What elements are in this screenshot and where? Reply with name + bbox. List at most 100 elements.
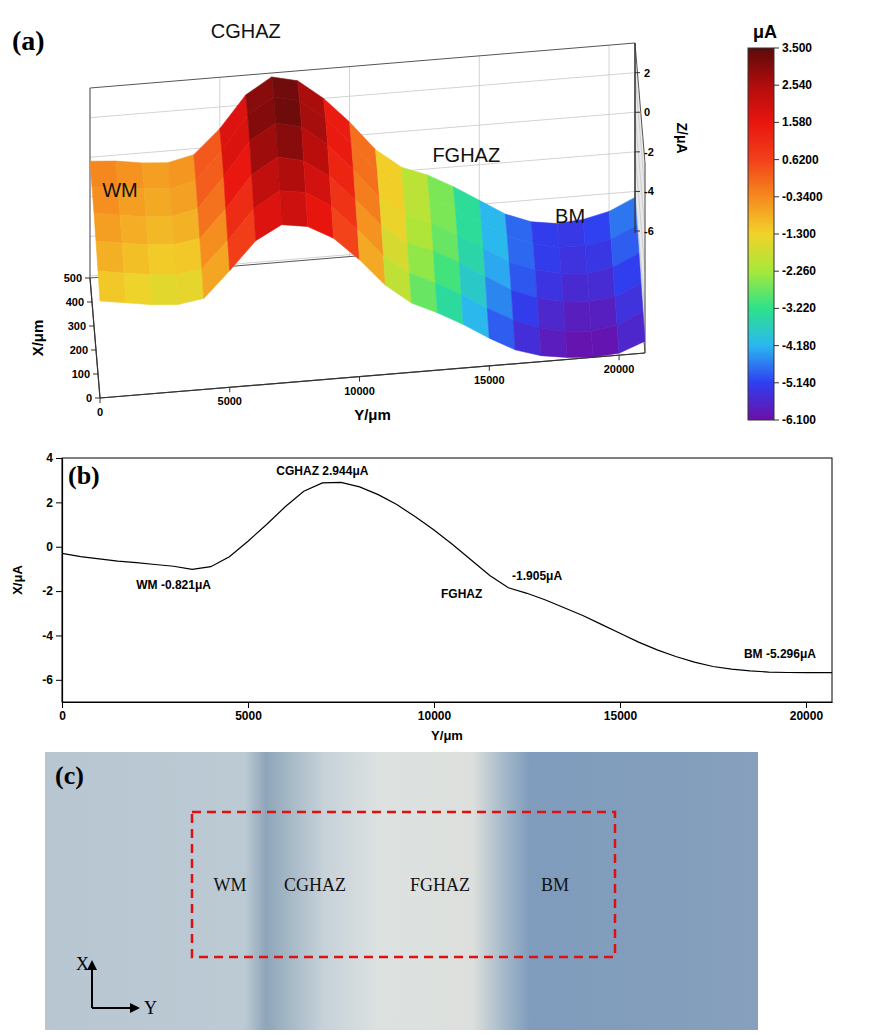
axis-label: Y <box>144 998 157 1018</box>
axis-line <box>62 459 63 703</box>
region-label: BM <box>541 875 569 895</box>
tick-label: 0 <box>46 540 53 554</box>
surface-cell <box>332 206 360 260</box>
surface-cell <box>617 311 645 353</box>
axis: 0 5000 10000 15000 20000 <box>59 702 832 723</box>
tick <box>774 420 779 421</box>
tick <box>635 191 640 192</box>
figure: (a)05000100001500020000Y/μm0100200300400… <box>0 0 871 1035</box>
panel-c: WMCGHAZFGHAZBM(c)XY <box>45 752 758 1030</box>
tick: 4 <box>46 451 62 465</box>
tick-mark <box>434 702 435 708</box>
tick <box>635 231 640 232</box>
axis-title: Y/μm <box>431 728 463 743</box>
tick-label: 5000 <box>218 395 242 407</box>
tick: 0 <box>59 702 66 723</box>
tick-label: 0 <box>97 406 103 418</box>
axis-line <box>100 353 645 398</box>
tick-label: -4 <box>644 185 655 197</box>
tick <box>619 355 620 360</box>
tick <box>774 196 779 197</box>
tick: 20000 <box>790 702 824 723</box>
panel-label: (c) <box>55 761 84 790</box>
region-label: WM <box>214 875 247 895</box>
tick: 10000 <box>418 702 452 723</box>
tick <box>774 122 779 123</box>
surface-cell <box>202 241 230 299</box>
tick-label: 0.6200 <box>782 153 819 167</box>
region-label: CGHAZ <box>284 875 346 895</box>
surface-cell <box>142 163 170 189</box>
tick: -2 <box>42 584 62 598</box>
axis-label: X <box>76 954 89 974</box>
axis-line <box>634 43 635 233</box>
plot-area <box>62 482 832 672</box>
panel-a: (a)05000100001500020000Y/μm0100200300400… <box>12 20 823 427</box>
annotation: CGHAZ 2.944μA <box>276 464 368 478</box>
surface-cell <box>274 97 302 127</box>
photo <box>45 752 758 1030</box>
annotations: WM -0.821μACGHAZ 2.944μAFGHAZ-1.905μABM … <box>136 464 816 661</box>
surface-cell <box>176 268 204 304</box>
tick-mark <box>620 702 621 708</box>
tick-label: 5000 <box>235 709 262 723</box>
tick-label: -2 <box>42 584 53 598</box>
tick-label: 2 <box>644 67 650 79</box>
tick <box>774 85 779 86</box>
grid-line <box>635 43 636 233</box>
tick-mark <box>248 702 249 708</box>
tick-label: -3.220 <box>782 301 816 315</box>
arrow-head <box>130 1003 140 1013</box>
tick-mark <box>56 591 62 592</box>
grid-line <box>609 45 610 235</box>
grid <box>90 43 645 353</box>
surface-cell <box>276 123 304 161</box>
axis-line <box>90 278 100 398</box>
panel-label: (b) <box>68 461 100 490</box>
tick: 15000 <box>604 702 638 723</box>
tick-label: -4.180 <box>782 339 816 353</box>
axis-line <box>90 278 100 398</box>
surface-cell <box>228 209 256 271</box>
annotation: BM -5.296μA <box>744 647 816 661</box>
tick <box>635 112 640 113</box>
surface-cell <box>461 295 489 339</box>
tick-mark <box>56 547 62 548</box>
colorbar: 3.5002.5401.5800.6200-0.3400-1.300-2.260… <box>748 22 823 427</box>
tick-label: 20000 <box>790 709 824 723</box>
tick <box>100 398 101 403</box>
panel-label: (a) <box>12 25 45 56</box>
axis-title: Y/μm <box>354 406 391 423</box>
annotation: WM -0.821μA <box>136 578 211 592</box>
tick-label: 4 <box>46 451 53 465</box>
surface-cell <box>254 191 282 241</box>
tick-label: -6 <box>644 225 654 237</box>
surface-cell <box>124 273 152 305</box>
tick: 2 <box>46 496 62 510</box>
tick <box>774 308 779 309</box>
tick <box>774 48 779 49</box>
tick: -4 <box>42 629 62 643</box>
tick: -6 <box>42 673 62 687</box>
annotation: FGHAZ <box>432 144 500 166</box>
annotation: CGHAZ <box>211 20 281 42</box>
axis-arrow <box>92 1007 134 1009</box>
surface-cell <box>148 245 176 275</box>
tick-label: -2 <box>644 146 654 158</box>
axis-title: X/μm <box>29 320 46 357</box>
tick-label: 10000 <box>344 385 375 397</box>
annotation: -1.905μA <box>512 569 562 583</box>
surface-cell <box>513 320 541 356</box>
tick-label: 0 <box>59 709 66 723</box>
axis-arrow <box>91 966 93 1008</box>
plot-frame <box>62 458 832 702</box>
surface-cell <box>96 241 124 273</box>
surface-cell <box>537 298 565 332</box>
tick-label: 100 <box>72 368 90 380</box>
surface-cell <box>306 193 334 239</box>
tick <box>91 350 96 351</box>
panel-b: 05000100001500020000-6-4-2024Y/μmX/μA(b)… <box>10 451 833 743</box>
tick-mark <box>56 502 62 503</box>
tick <box>489 366 490 371</box>
tick-mark <box>806 702 807 708</box>
